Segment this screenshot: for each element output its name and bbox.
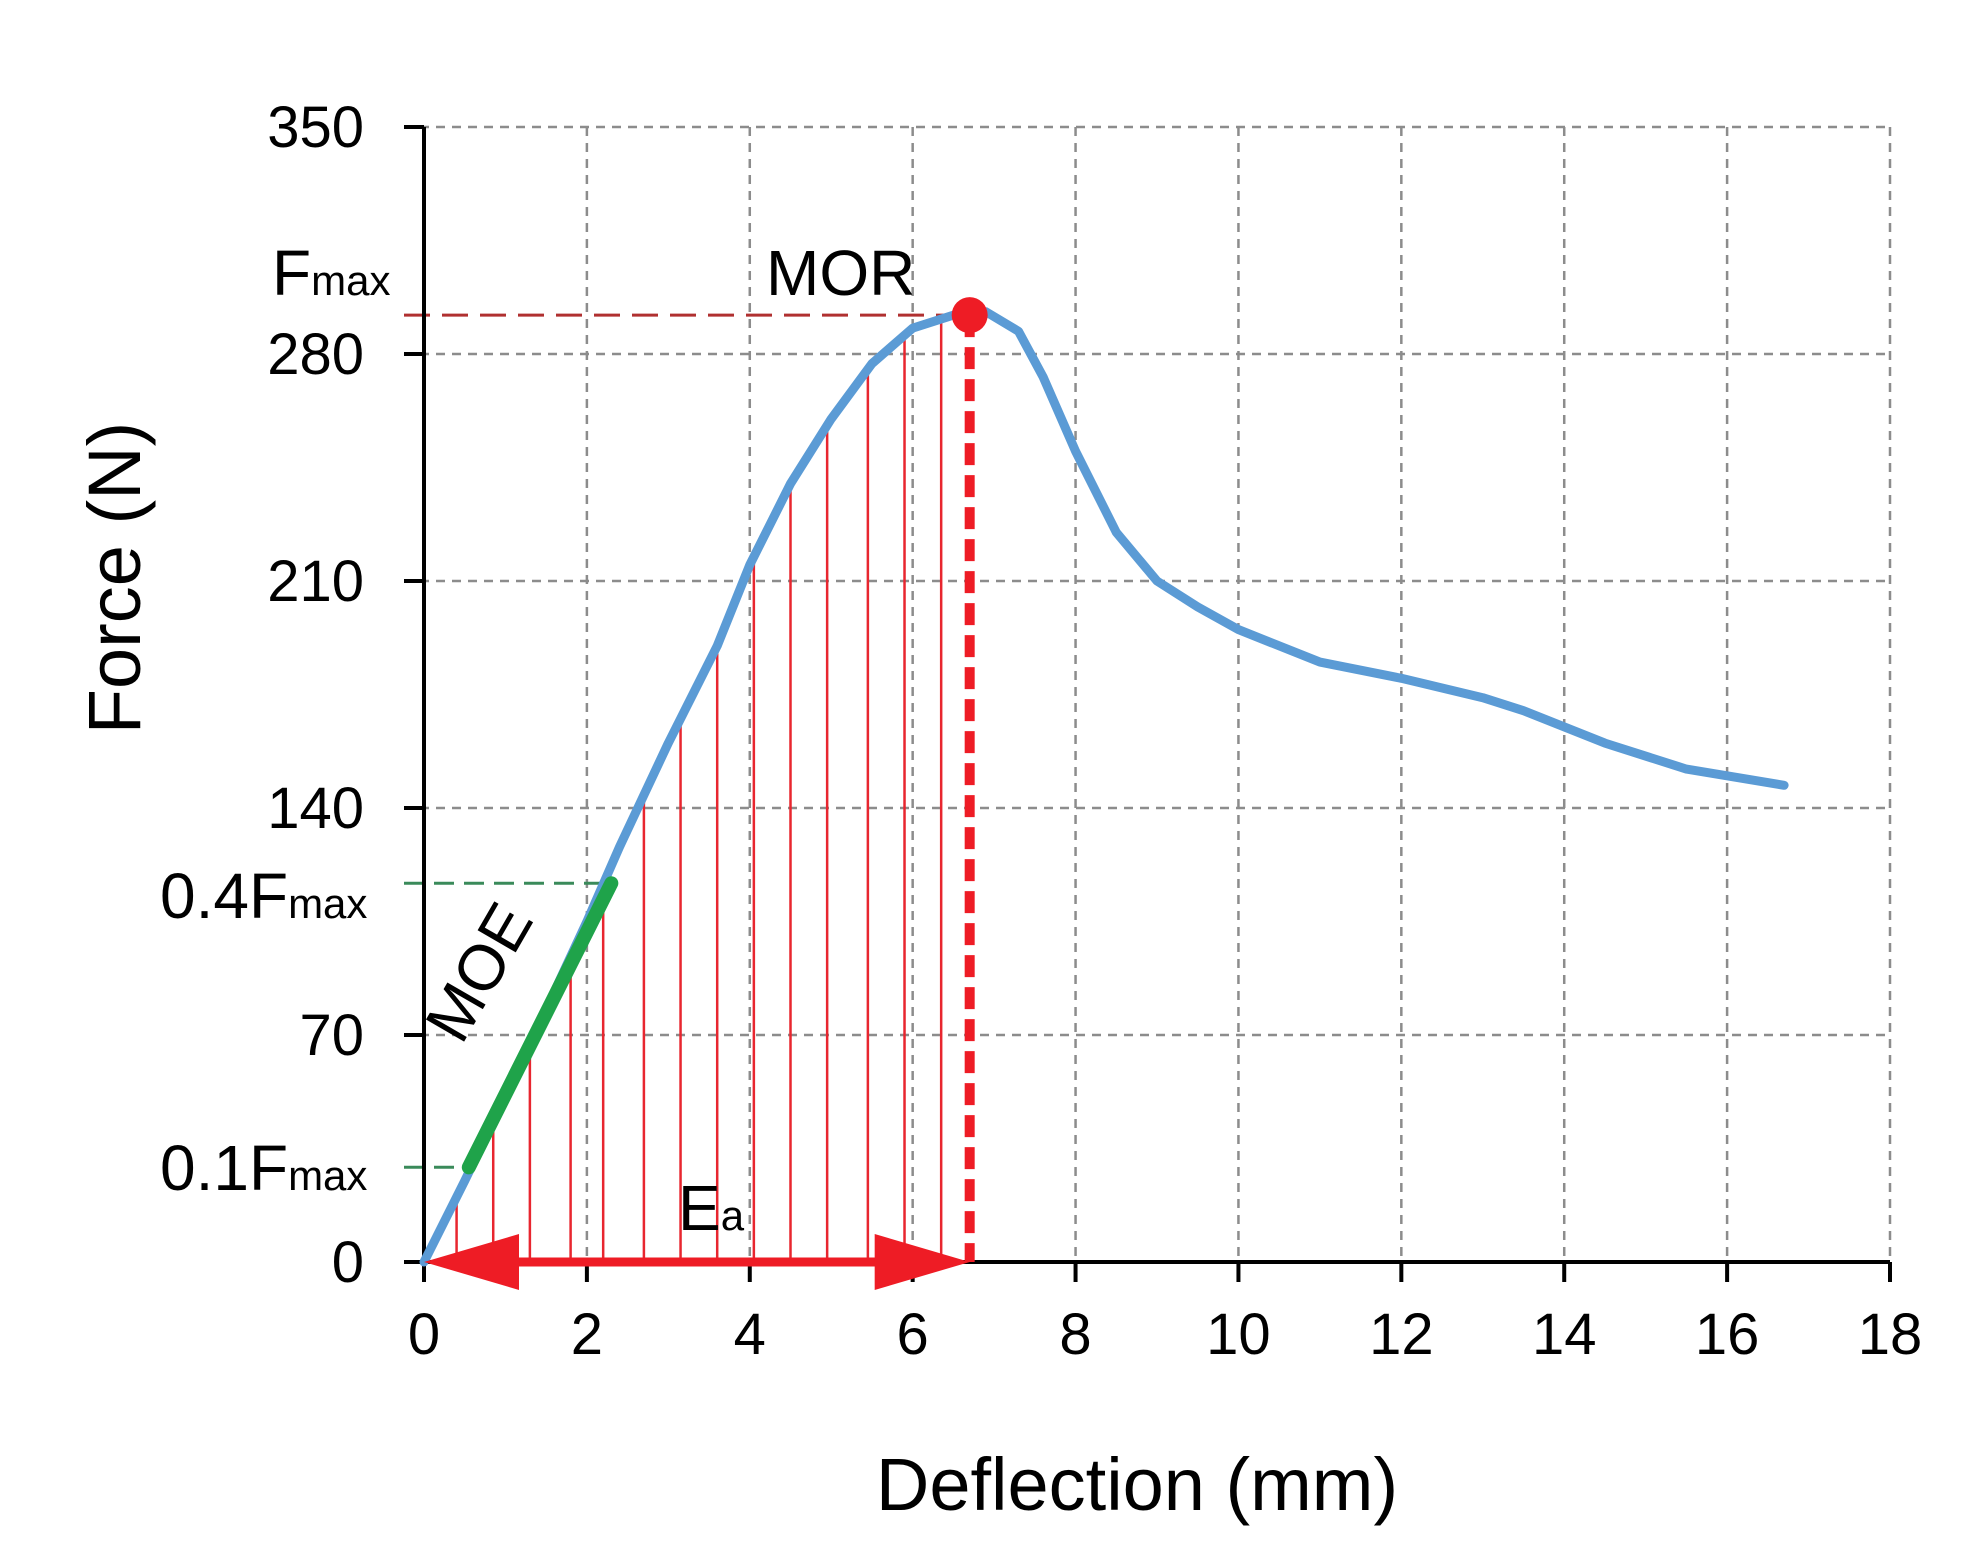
y-axis-title: Force (N) — [73, 422, 156, 734]
energy-hatch — [455, 318, 943, 1262]
x-tick-label: 8 — [1059, 1302, 1091, 1367]
annotation-marks — [424, 297, 988, 1290]
y-tick-label: 210 — [267, 549, 364, 614]
x-tick-label: 18 — [1858, 1302, 1923, 1367]
fmax04-label: 0.4Fmax — [160, 860, 367, 932]
grid-lines — [404, 125, 1892, 1262]
axes — [404, 125, 1892, 1282]
x-tick-label: 12 — [1369, 1302, 1434, 1367]
ea-arrow-left-head — [424, 1234, 519, 1290]
ea-label-main: E — [678, 1172, 721, 1244]
x-tick-label: 16 — [1695, 1302, 1760, 1367]
fmax01-label-main: 0.1F — [160, 1132, 288, 1204]
guide-lines — [404, 313, 970, 1169]
ea-label-sub: a — [721, 1192, 745, 1239]
y-tick-label: 70 — [299, 1003, 364, 1068]
x-tick-label: 10 — [1206, 1302, 1271, 1367]
fmax-label-sub: max — [311, 257, 390, 304]
x-tick-label: 0 — [408, 1302, 440, 1367]
mor-point — [951, 297, 988, 334]
fmax-label: Fmax — [272, 237, 390, 309]
y-tick-label: 140 — [267, 776, 364, 841]
ea-arrow-right-head — [874, 1234, 970, 1290]
mor-label: MOR — [766, 237, 915, 309]
x-tick-label: 14 — [1532, 1302, 1597, 1367]
fmax04-label-sub: max — [288, 880, 367, 927]
x-tick-label: 4 — [734, 1302, 766, 1367]
x-axis-title: Deflection (mm) — [876, 1443, 1398, 1526]
series-group — [419, 307, 1789, 1267]
x-tick-labels: 0 2 4 6 8 10 12 14 16 18 — [408, 1302, 1922, 1367]
y-tick-labels: 0 70 140 210 280 350 — [267, 95, 364, 1295]
force-deflection-curve — [419, 307, 1789, 1267]
y-tick-label: 280 — [267, 322, 364, 387]
x-tick-label: 2 — [571, 1302, 603, 1367]
ea-label: Ea — [678, 1172, 745, 1244]
x-tick-label: 6 — [897, 1302, 929, 1367]
fmax01-label-sub: max — [288, 1152, 367, 1199]
fmax-label-main: F — [272, 237, 311, 309]
y-tick-label: 0 — [332, 1230, 364, 1295]
fmax04-label-main: 0.4F — [160, 860, 288, 932]
moe-label: MOE — [411, 891, 546, 1053]
moe-segment — [461, 876, 619, 1175]
fmax01-label: 0.1Fmax — [160, 1132, 367, 1204]
y-tick-label: 350 — [267, 95, 364, 160]
